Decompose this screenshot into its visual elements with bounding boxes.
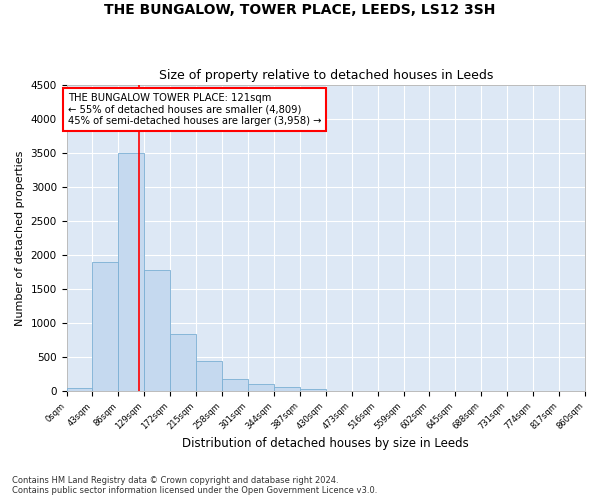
Bar [300,388,326,392]
Text: Contains HM Land Registry data © Crown copyright and database right 2024.
Contai: Contains HM Land Registry data © Crown c… [12,476,377,495]
Bar [222,378,248,392]
Text: THE BUNGALOW TOWER PLACE: 121sqm
← 55% of detached houses are smaller (4,809)
45: THE BUNGALOW TOWER PLACE: 121sqm ← 55% o… [68,92,321,126]
Bar [92,262,118,392]
Bar [248,384,274,392]
Bar [144,270,170,392]
Bar [118,152,144,392]
Title: Size of property relative to detached houses in Leeds: Size of property relative to detached ho… [158,69,493,82]
Bar [67,388,92,392]
Text: THE BUNGALOW, TOWER PLACE, LEEDS, LS12 3SH: THE BUNGALOW, TOWER PLACE, LEEDS, LS12 3… [104,2,496,16]
Y-axis label: Number of detached properties: Number of detached properties [15,150,25,326]
X-axis label: Distribution of detached houses by size in Leeds: Distribution of detached houses by size … [182,437,469,450]
Bar [274,387,300,392]
Bar [170,334,196,392]
Bar [196,360,222,392]
